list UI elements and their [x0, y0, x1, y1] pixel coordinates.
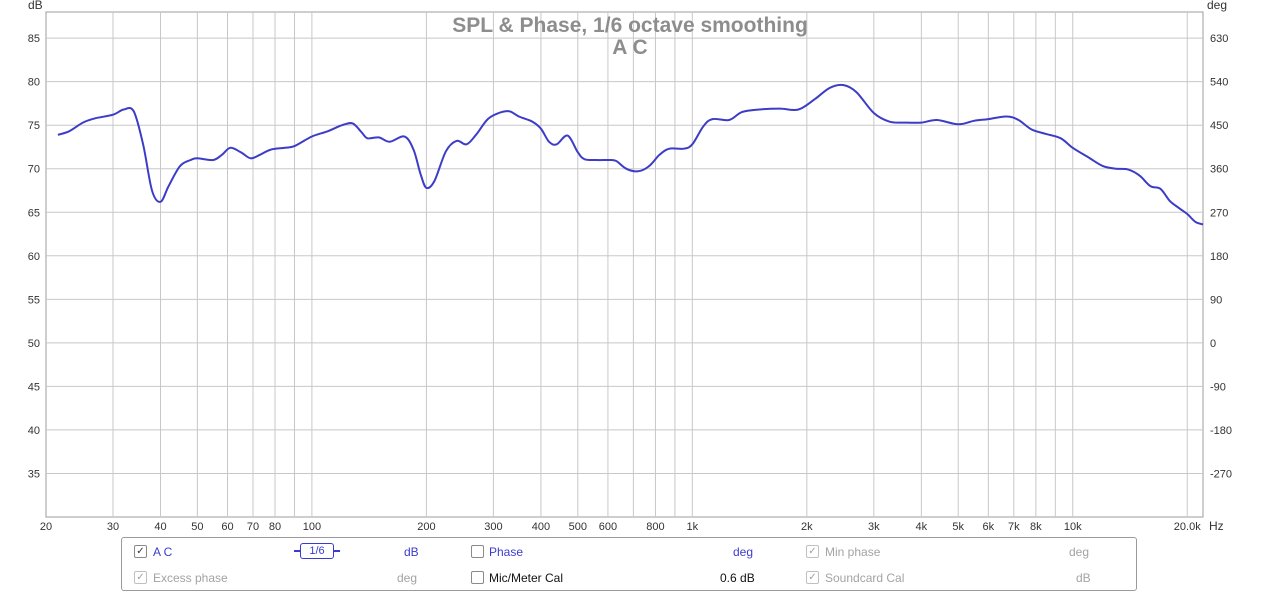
- x-tick-label: 100: [303, 521, 321, 533]
- x-tick-label: 10k: [1064, 521, 1082, 533]
- x-tick-label: 3k: [868, 521, 880, 533]
- phase-unit: deg: [733, 545, 754, 559]
- plot-area[interactable]: [45, 11, 1204, 518]
- left-tick-label: 80: [28, 77, 40, 89]
- x-axis-ticks: 20 30 40 50 60 70 80 100 200 300 400 500 600 800 1k 2k 3…: [40, 521, 1201, 533]
- excess-phase-unit: deg: [397, 571, 418, 585]
- right-tick-label: 360: [1210, 164, 1228, 176]
- x-tick-label: 6k: [983, 521, 995, 533]
- x-tick-label: 7k: [1008, 521, 1020, 533]
- left-tick-label: 45: [28, 381, 40, 393]
- chart-subtitle: A C: [612, 36, 647, 59]
- x-tick-label: 4k: [916, 521, 928, 533]
- right-tick-label: 630: [1210, 33, 1228, 45]
- right-tick-label: -90: [1210, 381, 1226, 393]
- x-tick-label: 600: [599, 521, 617, 533]
- right-tick-label: -270: [1210, 468, 1232, 480]
- x-tick-label: 1k: [687, 521, 699, 533]
- left-tick-label: 65: [28, 207, 40, 219]
- x-tick-label: 5k: [952, 521, 964, 533]
- x-tick-label: 400: [532, 521, 550, 533]
- x-tick-label: 300: [484, 521, 502, 533]
- excess-phase-checkbox[interactable]: ✓: [134, 571, 147, 584]
- x-tick-label: 500: [569, 521, 587, 533]
- min-phase-label: Min phase: [825, 545, 881, 559]
- excess-phase-label: Excess phase: [153, 571, 228, 585]
- phase-label: Phase: [489, 545, 524, 559]
- soundcard-cal-checkbox[interactable]: ✓: [806, 571, 819, 584]
- right-axis-label: deg: [1207, 0, 1227, 12]
- mic-cal-value: 0.6 dB: [720, 571, 755, 585]
- x-tick-label: 2k: [801, 521, 813, 533]
- x-tick-label: 70: [247, 521, 259, 533]
- x-axis-unit: Hz: [1209, 519, 1224, 533]
- x-tick-label: 80: [269, 521, 281, 533]
- right-tick-label: -180: [1210, 425, 1232, 437]
- x-tick-label: 200: [417, 521, 435, 533]
- left-tick-label: 40: [28, 425, 40, 437]
- left-tick-label: 55: [28, 294, 40, 306]
- x-tick-label: 8k: [1030, 521, 1042, 533]
- trace-label: A C: [153, 545, 173, 559]
- chart-title: SPL & Phase, 1/6 octave smoothing: [452, 14, 808, 37]
- x-tick-label: 30: [107, 521, 119, 533]
- trace-controls-panel: ✓ A C 1/6 dB Phase deg ✓ Min phase deg ✓…: [121, 537, 1137, 591]
- x-tick-label: 20.0k: [1174, 521, 1201, 533]
- right-tick-label: 180: [1210, 251, 1228, 263]
- left-tick-label: 85: [28, 33, 40, 45]
- mic-cal-checkbox[interactable]: [471, 571, 484, 584]
- trace-unit: dB: [404, 545, 419, 559]
- right-tick-label: 90: [1210, 294, 1222, 306]
- min-phase-unit: deg: [1069, 545, 1090, 559]
- left-tick-label: 35: [28, 468, 40, 480]
- x-tick-label: 50: [191, 521, 203, 533]
- left-axis-ticks: 85 80 75 70 65 60 55 50 45 40 35: [28, 33, 40, 480]
- smoothing-selector[interactable]: 1/6: [294, 543, 340, 559]
- x-tick-label: 800: [646, 521, 664, 533]
- spl-phase-chart[interactable]: 85 80 75 70 65 60 55 50 45 40 35 630 540 450 360 270 18…: [0, 0, 1261, 535]
- trace-visible-checkbox[interactable]: ✓: [134, 545, 147, 558]
- spl-trace-line: [57, 83, 1204, 226]
- x-tick-label: 60: [221, 521, 233, 533]
- left-axis-label: dB: [28, 0, 43, 12]
- right-tick-label: 0: [1210, 338, 1216, 350]
- right-tick-label: 270: [1210, 207, 1228, 219]
- gridlines: [46, 12, 1203, 517]
- x-tick-label: 40: [154, 521, 166, 533]
- min-phase-checkbox[interactable]: ✓: [806, 545, 819, 558]
- left-tick-label: 60: [28, 251, 40, 263]
- right-tick-label: 450: [1210, 120, 1228, 132]
- soundcard-cal-unit: dB: [1076, 571, 1091, 585]
- soundcard-cal-label: Soundcard Cal: [825, 571, 905, 585]
- mic-cal-label: Mic/Meter Cal: [489, 571, 564, 585]
- left-tick-label: 50: [28, 338, 40, 350]
- right-axis-ticks: 630 540 450 360 270 180 90 0 -90 -180 -270: [1210, 33, 1232, 480]
- phase-checkbox[interactable]: [471, 545, 484, 558]
- left-tick-label: 75: [28, 120, 40, 132]
- x-tick-label: 20: [40, 521, 52, 533]
- left-tick-label: 70: [28, 164, 40, 176]
- right-tick-label: 540: [1210, 77, 1228, 89]
